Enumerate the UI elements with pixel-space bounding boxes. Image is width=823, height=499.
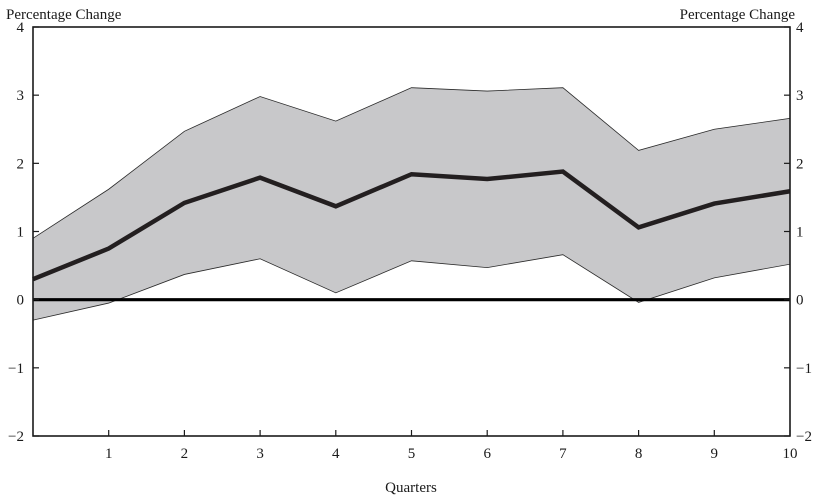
tick-labels: 1 2 3 4 5 6 7 8 9 10−2 −2−1 −10 01 12 23 34 4 xyxy=(8,20,812,462)
x-tick-label: 1 xyxy=(105,446,113,462)
y-tick-label-left: 0 xyxy=(17,293,25,309)
x-tick-label: 7 xyxy=(559,446,567,462)
x-tick-label: 6 xyxy=(483,446,491,462)
confidence-band-layer xyxy=(32,87,791,321)
estimate-line xyxy=(32,169,791,282)
x-tick-label: 8 xyxy=(635,446,643,462)
y-tick-label-right: 2 xyxy=(796,156,804,172)
tick-marks xyxy=(33,26,791,437)
x-tick-label: 9 xyxy=(711,446,719,462)
x-tick-label: 3 xyxy=(256,446,264,462)
x-axis-title: Quarters xyxy=(385,480,437,496)
y-tick-label-left: −1 xyxy=(8,361,24,377)
y-tick-label-right: 0 xyxy=(796,293,804,309)
y-tick-label-left: 3 xyxy=(17,88,25,104)
y-tick-label-left: 4 xyxy=(17,20,25,36)
y-tick-label-right: 1 xyxy=(796,225,804,241)
estimate-line-layer xyxy=(32,169,791,282)
y-tick-label-left: 1 xyxy=(17,225,25,241)
y-tick-label-right: 4 xyxy=(796,20,804,36)
y-tick-label-right: −1 xyxy=(796,361,812,377)
x-tick-label: 10 xyxy=(783,446,798,462)
x-tick-label: 4 xyxy=(332,446,340,462)
confidence-band xyxy=(32,87,791,321)
y-axis-title-left: Percentage Change xyxy=(6,7,122,23)
y-tick-label-right: 3 xyxy=(796,88,804,104)
y-tick-label-left: −2 xyxy=(8,429,24,445)
y-tick-label-right: −2 xyxy=(796,429,812,445)
y-axis-title-right: Percentage Change xyxy=(680,7,796,23)
y-tick-label-left: 2 xyxy=(17,156,25,172)
x-tick-label: 5 xyxy=(408,446,416,462)
x-tick-label: 2 xyxy=(181,446,189,462)
